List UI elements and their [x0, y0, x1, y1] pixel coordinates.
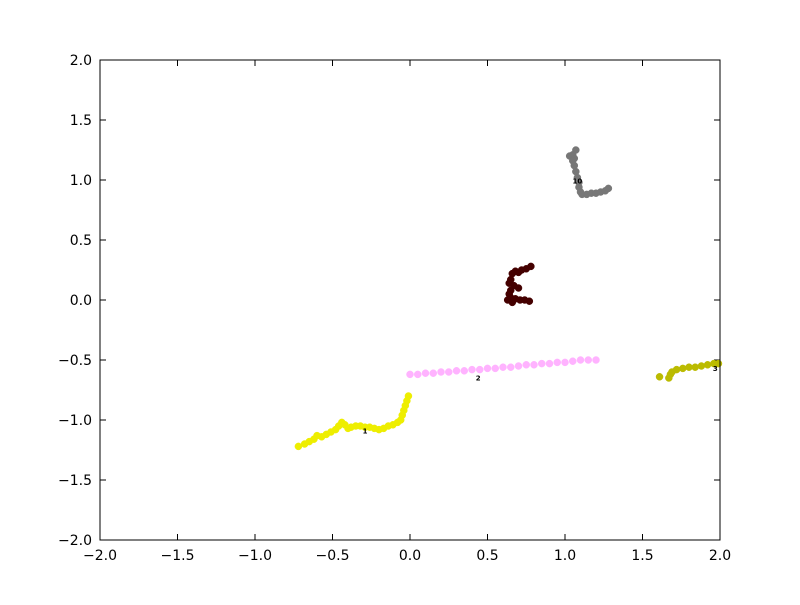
- data-point: [530, 361, 538, 369]
- cluster-label: 3: [713, 365, 718, 373]
- data-point: [404, 392, 413, 400]
- data-point: [437, 368, 445, 376]
- data-point: [592, 356, 600, 364]
- data-point: [429, 369, 437, 377]
- cluster-label: 1: [363, 427, 368, 435]
- data-point: [525, 297, 534, 305]
- data-point: [672, 365, 681, 374]
- y-tick-label: 0.0: [70, 293, 92, 309]
- plot-area: [100, 60, 720, 540]
- x-tick-label: 2.0: [709, 548, 731, 564]
- series-1: [406, 356, 600, 379]
- series-3: [503, 262, 535, 307]
- data-point: [514, 362, 523, 370]
- x-tick-label: 1.5: [631, 548, 653, 564]
- data-point: [460, 367, 468, 375]
- data-point: [508, 298, 517, 307]
- plot-frame: [99, 59, 721, 541]
- y-tick-label: −0.5: [58, 353, 92, 369]
- cluster-label: 2: [476, 375, 481, 383]
- data-point: [545, 359, 554, 368]
- axis-tick-labels: −2.0 −1.5 −1.0 −0.5 0.0 0.5 1.0 1.5 2.0 2.0 1.5 1.0…: [58, 53, 731, 564]
- data-point: [507, 363, 515, 371]
- data-point: [569, 357, 577, 365]
- data-point: [468, 365, 476, 374]
- data-point: [527, 262, 535, 271]
- data-point: [538, 359, 546, 368]
- data-point: [476, 365, 484, 374]
- x-tick-label: 0.0: [399, 548, 421, 564]
- y-tick-label: −2.0: [58, 533, 92, 549]
- cluster-label: 10: [573, 178, 583, 186]
- data-point: [421, 369, 430, 377]
- data-point: [655, 373, 664, 381]
- data-point: [483, 364, 492, 373]
- data-point: [703, 361, 712, 369]
- data-point: [522, 361, 530, 369]
- y-tick-label: −1.0: [58, 413, 92, 429]
- data-point: [604, 184, 613, 193]
- series-0: [294, 392, 413, 451]
- x-tick-label: −1.0: [238, 548, 272, 564]
- y-tick-label: 2.0: [70, 53, 92, 69]
- y-tick-label: 1.5: [70, 113, 92, 129]
- x-tick-label: 1.0: [554, 548, 576, 564]
- data-point: [572, 146, 580, 154]
- data-point: [452, 367, 461, 375]
- data-point: [691, 363, 699, 371]
- x-tick-label: −0.5: [316, 548, 350, 564]
- y-tick-label: −1.5: [58, 473, 92, 489]
- cluster-labels: 1 2 3 10: [363, 178, 718, 436]
- y-tick-label: 0.5: [70, 233, 92, 249]
- data-point: [445, 368, 453, 376]
- data-point: [414, 370, 422, 379]
- data-point: [584, 356, 592, 364]
- x-tick-label: 0.5: [476, 548, 498, 564]
- data-point: [491, 364, 499, 373]
- x-tick-label: −2.0: [83, 548, 117, 564]
- data-point: [697, 362, 706, 370]
- x-tick-label: −1.5: [161, 548, 195, 564]
- y-tick-label: 1.0: [70, 173, 92, 189]
- data-point: [553, 358, 561, 367]
- data-point: [406, 370, 414, 379]
- series-4: [565, 146, 613, 199]
- data-point: [294, 442, 303, 451]
- data-point: [514, 284, 523, 292]
- data-point: [561, 358, 569, 367]
- data-point: [679, 364, 687, 373]
- data-point: [499, 363, 507, 371]
- data-points: [294, 146, 723, 451]
- data-point: [576, 356, 585, 364]
